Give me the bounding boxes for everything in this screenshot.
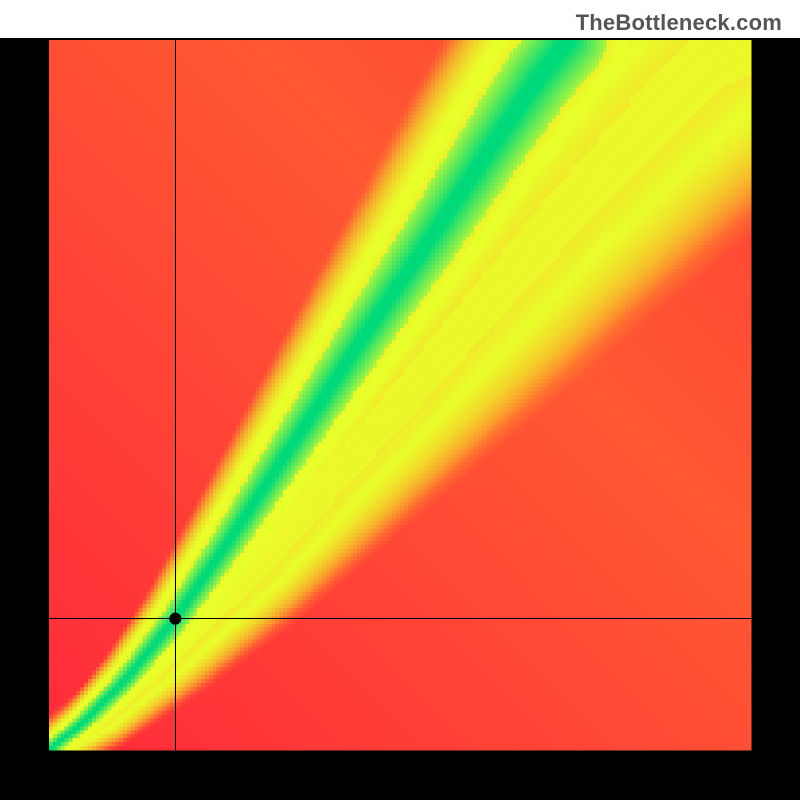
watermark-text: TheBottleneck.com (576, 10, 782, 36)
crosshair-dot (169, 613, 181, 625)
bottleneck-heatmap (0, 0, 800, 800)
heatmap-cells (49, 40, 752, 751)
